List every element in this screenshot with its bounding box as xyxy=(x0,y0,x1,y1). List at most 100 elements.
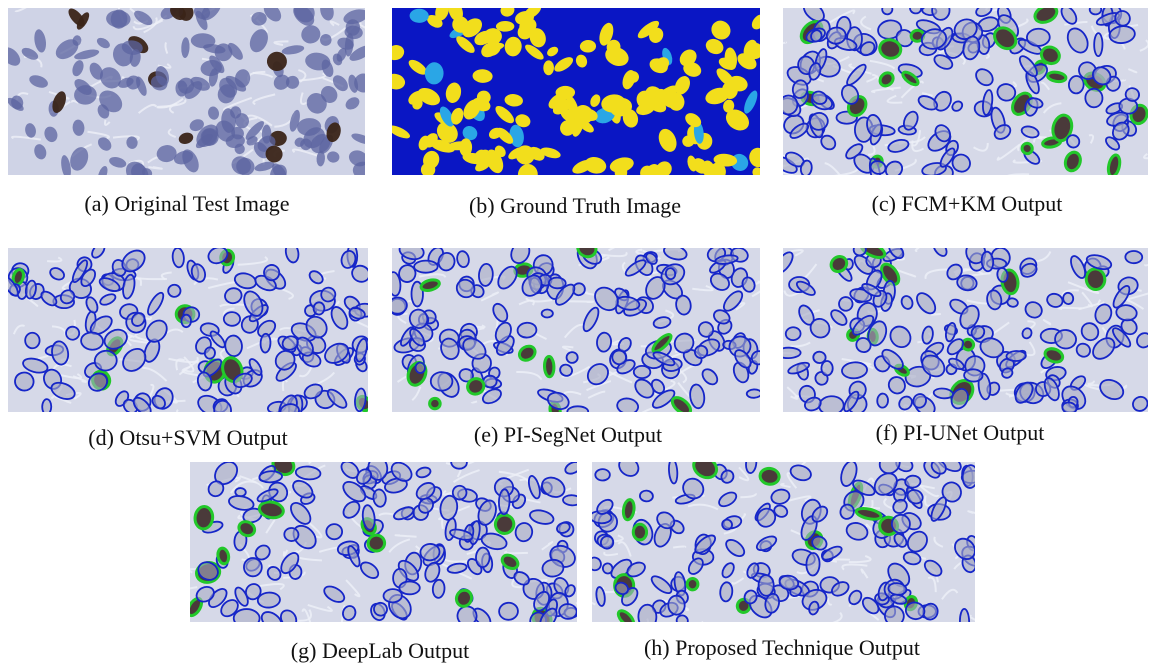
caption: (b) Ground Truth Image xyxy=(469,193,681,218)
nucleus xyxy=(668,595,686,615)
texture xyxy=(1006,174,1029,176)
nucleus xyxy=(432,579,445,598)
caption: (h) Proposed Technique Output xyxy=(644,635,920,660)
nucleus xyxy=(776,347,801,358)
nucleus xyxy=(414,261,438,273)
nucleus xyxy=(806,553,820,576)
nucleus xyxy=(542,309,553,317)
nucleus xyxy=(960,609,970,635)
nucleus xyxy=(1027,28,1050,46)
nucleus xyxy=(1085,88,1103,108)
nucleus xyxy=(892,515,910,534)
panel-image xyxy=(386,237,782,419)
texture xyxy=(931,314,940,315)
nucleus xyxy=(563,495,582,506)
caption: (c) FCM+KM Output xyxy=(872,191,1063,216)
nucleus xyxy=(567,352,578,363)
texture xyxy=(1144,154,1156,158)
nucleus xyxy=(633,524,646,540)
panel-image xyxy=(0,0,384,190)
nucleus xyxy=(746,43,764,59)
nucleus xyxy=(25,332,40,348)
nucleus xyxy=(476,547,490,567)
texture xyxy=(695,622,704,627)
nucleus xyxy=(559,603,577,619)
nucleus xyxy=(785,327,801,341)
panel-image xyxy=(764,0,1156,185)
nucleus xyxy=(1054,329,1077,349)
nucleus xyxy=(260,334,271,353)
caption: (a) Original Test Image xyxy=(84,191,289,216)
nucleus xyxy=(431,372,453,391)
caption: (f) PI-UNet Output xyxy=(876,420,1045,445)
nucleus xyxy=(687,578,698,590)
figure: (a) Original Test Image (b) Ground Truth… xyxy=(0,0,1156,666)
nucleus xyxy=(224,312,241,326)
nucleus xyxy=(747,389,762,398)
nucleus xyxy=(1090,5,1102,15)
panel-image xyxy=(384,0,769,188)
nucleus xyxy=(905,475,921,488)
nucleus xyxy=(640,490,654,502)
nucleus xyxy=(542,559,564,578)
texture xyxy=(967,615,993,630)
nucleus xyxy=(567,406,588,417)
nucleus xyxy=(496,21,514,32)
nucleus xyxy=(284,527,299,541)
nucleus xyxy=(962,465,979,489)
nucleus xyxy=(204,347,215,359)
nucleus xyxy=(214,400,231,420)
nucleus xyxy=(499,489,510,514)
nucleus xyxy=(759,467,780,485)
panel-image xyxy=(772,236,1156,421)
caption: (e) PI-SegNet Output xyxy=(474,422,662,447)
nucleus xyxy=(415,362,426,374)
nucleus xyxy=(1006,351,1026,362)
nucleus xyxy=(821,361,832,375)
panel-image xyxy=(582,449,998,634)
nucleus xyxy=(665,267,676,279)
nucleus xyxy=(1068,76,1084,94)
nucleus xyxy=(1125,251,1142,264)
nucleus xyxy=(1062,292,1074,305)
texture xyxy=(673,547,685,548)
panel-image xyxy=(0,241,375,423)
nucleus xyxy=(1094,33,1102,56)
nucleus xyxy=(819,395,845,415)
caption: (d) Otsu+SVM Output xyxy=(88,425,287,450)
nucleus xyxy=(80,332,103,351)
nucleus xyxy=(367,534,386,552)
nucleus xyxy=(262,125,272,144)
texture xyxy=(576,601,592,608)
nucleus xyxy=(964,369,983,382)
nucleus xyxy=(638,604,657,629)
nucleus xyxy=(234,609,260,628)
nucleus xyxy=(498,602,518,621)
nucleus xyxy=(326,524,343,540)
nucleus xyxy=(1085,268,1106,291)
nucleus xyxy=(259,471,282,483)
nucleus xyxy=(42,399,51,414)
panel-image xyxy=(176,452,592,633)
nucleus xyxy=(853,243,867,256)
nucleus xyxy=(595,469,610,481)
nucleus xyxy=(596,332,612,352)
nucleus xyxy=(517,322,537,338)
nucleus xyxy=(932,1,950,20)
nucleus xyxy=(602,563,613,575)
nucleus xyxy=(313,302,324,315)
nucleus xyxy=(758,575,774,596)
nucleus xyxy=(181,315,191,328)
image-grid xyxy=(0,0,1156,635)
nucleus xyxy=(694,345,708,359)
nucleus xyxy=(430,398,441,409)
nucleus xyxy=(909,3,921,14)
nucleus xyxy=(634,366,651,378)
nucleus xyxy=(194,506,214,530)
nucleus xyxy=(399,581,419,594)
nucleus xyxy=(877,393,889,408)
nucleus xyxy=(838,296,853,312)
nucleus xyxy=(387,297,407,315)
nucleus xyxy=(544,356,554,377)
caption: (g) DeepLab Output xyxy=(291,638,469,663)
